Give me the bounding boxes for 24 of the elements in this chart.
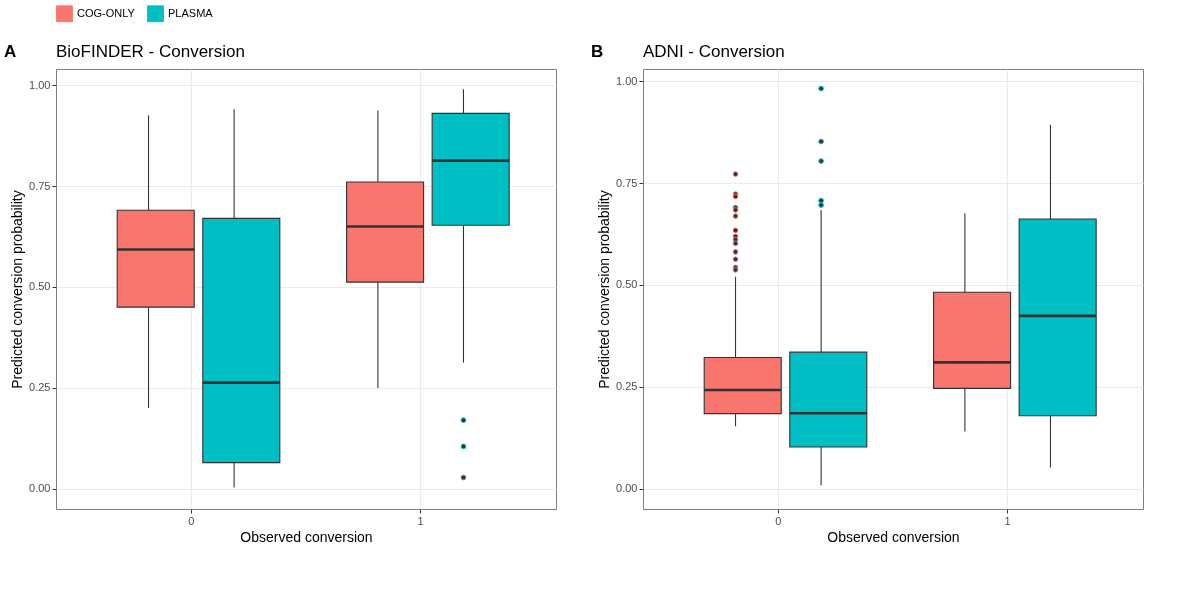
y-tick-label: 0.00 (616, 482, 638, 495)
x-axis-title: Observed conversion (827, 528, 960, 545)
y-tick-label: 0.00 (29, 482, 51, 495)
chart-title: BioFINDER - Conversion (56, 42, 245, 61)
x-axis-title: Observed conversion (240, 528, 373, 545)
y-tick-label: 0.25 (616, 380, 638, 393)
legend-label: PLASMA (168, 6, 214, 19)
y-tick-label: 0.50 (616, 278, 638, 291)
y-tick-label: 0.75 (29, 179, 51, 192)
x-tick-label: 1 (417, 514, 424, 527)
x-tick-label: 1 (1004, 514, 1011, 527)
y-tick-label: 1.00 (29, 78, 51, 91)
x-tick-label: 0 (188, 514, 195, 527)
y-tick-label: 0.25 (29, 381, 51, 394)
y-axis-title: Predicted conversion probability (596, 190, 613, 389)
text: B (591, 42, 604, 62)
text: A (4, 42, 17, 62)
y-tick-label: 0.50 (29, 280, 51, 293)
y-tick-label: 1.00 (616, 74, 638, 87)
chart-title: ADNI - Conversion (643, 42, 785, 61)
y-tick-label: 0.75 (616, 176, 638, 189)
x-tick-label: 0 (775, 514, 782, 527)
legend-label: COG-ONLY (77, 6, 136, 19)
y-axis-title: Predicted conversion probability (9, 190, 26, 389)
